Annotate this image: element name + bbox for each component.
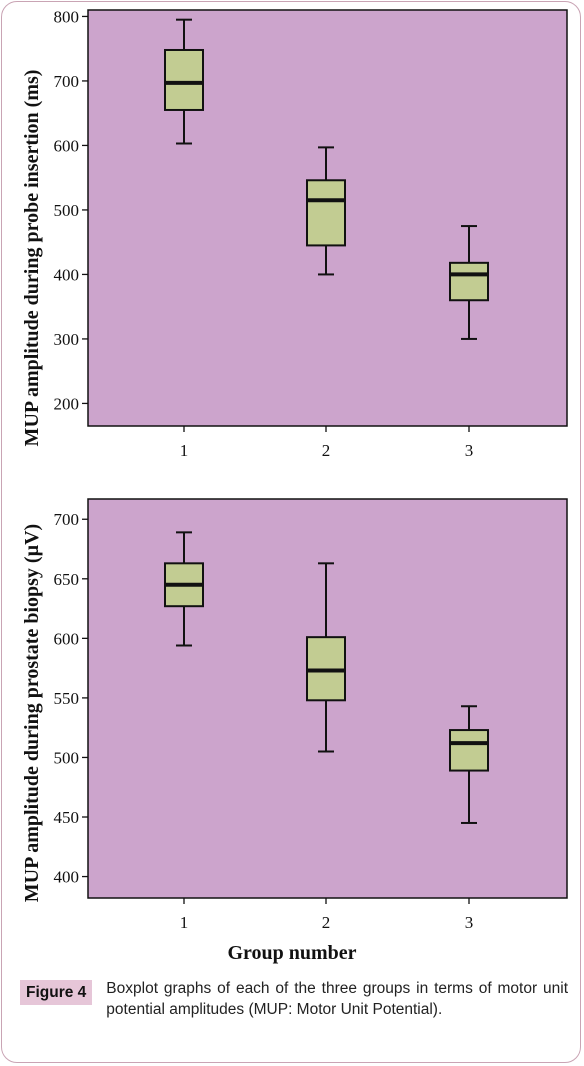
y-axis-title: MUP amplitude during probe insertion (ms… [21,70,43,447]
x-tick-label-2: 2 [322,441,331,460]
y-tick-label-650: 650 [54,570,80,589]
y-tick-label-600: 600 [54,136,80,155]
iqr-box [449,261,489,302]
y-tick-label-200: 200 [54,394,80,413]
figure-label: Figure 4 [20,980,93,1005]
y-tick-label-400: 400 [54,868,80,887]
box-group-2 [306,562,346,753]
y-axis-title: MUP amplitude during prostate biopsy (µV… [21,524,43,902]
box-group-1 [164,531,204,647]
y-tick-label-800: 800 [54,7,80,26]
y-tick-label-300: 300 [54,330,80,349]
x-tick-label-1: 1 [180,913,189,932]
box-group-3 [449,225,489,340]
boxplot-probe-insertion: 200 300 400 500 600 700 800 1 2 3 MUP amplitude du… [21,7,568,460]
y-tick-label-700: 700 [54,72,80,91]
iqr-box [306,179,346,247]
x-tick-label-1: 1 [180,441,189,460]
figure-caption-text: Boxplot graphs of each of the three grou… [106,980,568,1018]
iqr-box [164,48,204,111]
y-tick-label-600: 600 [54,629,80,648]
y-tick-label-700: 700 [54,510,80,529]
iqr-box [449,729,489,772]
boxplot-prostate-biopsy: 400 450 500 550 600 650 700 1 2 3 MUP amplitude du… [21,498,568,932]
x-tick-label-2: 2 [322,913,331,932]
box-group-3 [449,705,489,824]
box-group-2 [306,146,346,276]
x-axis-title: Group number [227,942,357,964]
x-tick-label-3: 3 [465,913,474,932]
y-tick-label-500: 500 [54,748,80,767]
y-tick-label-550: 550 [54,689,80,708]
y-tick-label-500: 500 [54,201,80,220]
y-tick-label-400: 400 [54,265,80,284]
x-tick-label-3: 3 [465,441,474,460]
y-tick-label-450: 450 [54,808,80,827]
figure-caption: Figure 4 Boxplot graphs of each of the t… [20,978,568,1020]
box-group-1 [164,18,204,145]
